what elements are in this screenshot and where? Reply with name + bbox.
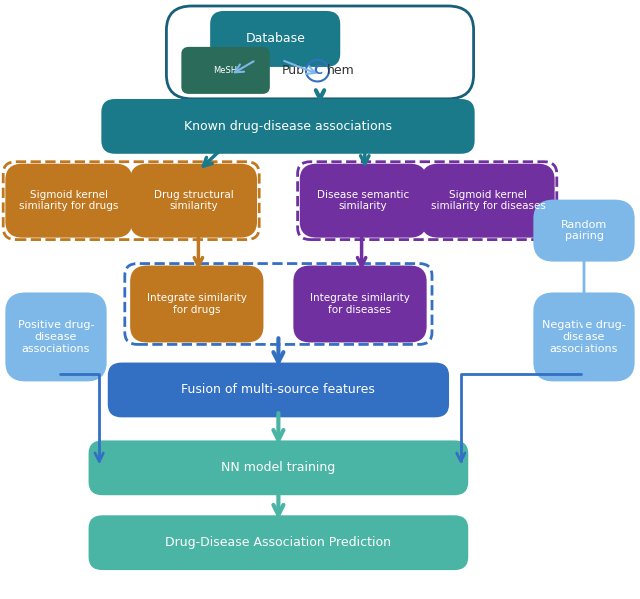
FancyBboxPatch shape	[109, 364, 448, 416]
FancyBboxPatch shape	[90, 516, 467, 569]
FancyBboxPatch shape	[131, 267, 262, 341]
Text: Disease semantic
similarity: Disease semantic similarity	[317, 190, 410, 211]
Text: Pub: Pub	[282, 64, 305, 77]
Text: Fusion of multi-source features: Fusion of multi-source features	[182, 383, 375, 397]
Text: Integrate similarity
for drugs: Integrate similarity for drugs	[147, 293, 247, 315]
Text: Negative drug-
disease
associations: Negative drug- disease associations	[542, 320, 626, 353]
Text: Sigmoid kernel
similarity for drugs: Sigmoid kernel similarity for drugs	[19, 190, 118, 211]
Text: Positive drug-
disease
associations: Positive drug- disease associations	[18, 320, 94, 353]
FancyBboxPatch shape	[6, 165, 131, 237]
FancyBboxPatch shape	[301, 165, 426, 237]
Text: Drug-Disease Association Prediction: Drug-Disease Association Prediction	[165, 536, 392, 549]
FancyBboxPatch shape	[534, 294, 634, 380]
FancyBboxPatch shape	[182, 48, 269, 93]
Text: Known drug-disease associations: Known drug-disease associations	[184, 120, 392, 133]
FancyBboxPatch shape	[6, 294, 106, 380]
FancyBboxPatch shape	[294, 267, 426, 341]
Text: Drug structural
similarity: Drug structural similarity	[154, 190, 234, 211]
Text: NN model training: NN model training	[221, 461, 335, 474]
FancyBboxPatch shape	[534, 201, 634, 261]
Text: Random
pairing: Random pairing	[561, 220, 607, 241]
Text: MeSH: MeSH	[214, 66, 237, 75]
Text: Integrate similarity
for diseases: Integrate similarity for diseases	[310, 293, 410, 315]
Text: C: C	[314, 64, 323, 77]
FancyBboxPatch shape	[90, 441, 467, 494]
Text: Sigmoid kernel
similarity for diseases: Sigmoid kernel similarity for diseases	[431, 190, 545, 211]
FancyBboxPatch shape	[166, 6, 474, 99]
FancyBboxPatch shape	[102, 100, 474, 153]
FancyBboxPatch shape	[422, 165, 554, 237]
Text: Database: Database	[245, 32, 305, 46]
Text: hem: hem	[326, 64, 354, 77]
FancyBboxPatch shape	[211, 12, 339, 66]
FancyBboxPatch shape	[131, 165, 256, 237]
